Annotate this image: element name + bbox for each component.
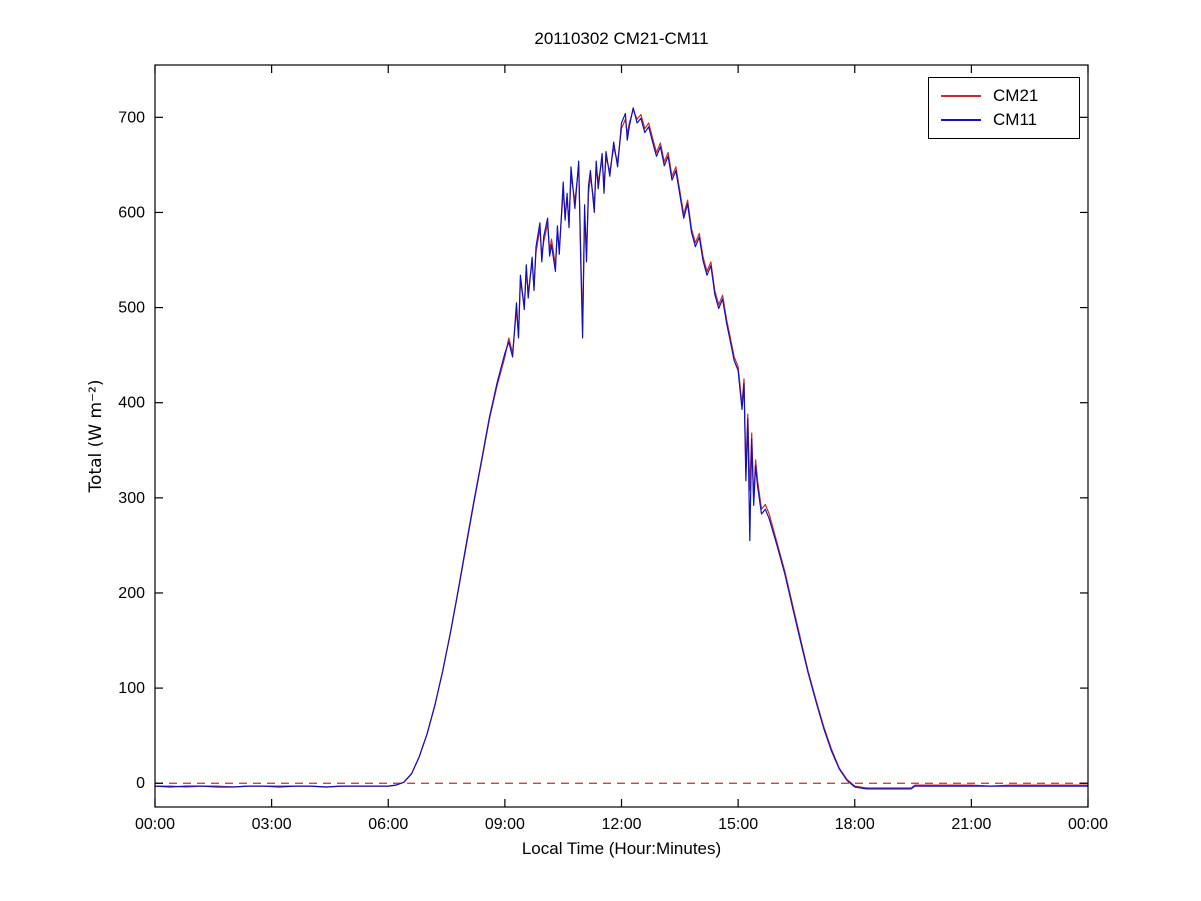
y-tick-label: 500 — [118, 300, 145, 317]
y-tick-label: 400 — [118, 395, 145, 412]
axes-box — [154, 64, 1089, 808]
x-axis-label: Local Time (Hour:Minutes) — [521, 839, 722, 858]
legend: CM21 CM11 — [928, 77, 1080, 139]
y-tick-label: 0 — [136, 775, 145, 792]
legend-line-swatch — [941, 95, 981, 97]
x-tick-label: 12:00 — [601, 816, 641, 833]
series-line-cm21 — [155, 109, 1088, 789]
x-tick-label: 03:00 — [252, 816, 292, 833]
legend-item: CM21 — [929, 84, 1079, 108]
x-tick-label: 06:00 — [368, 816, 408, 833]
legend-line-swatch — [941, 119, 981, 121]
chart-title: 20110302 CM21-CM11 — [534, 29, 709, 48]
y-tick-label: 600 — [118, 204, 145, 221]
y-tick-label: 300 — [118, 490, 145, 507]
legend-label: CM11 — [993, 110, 1038, 129]
y-tick-label: 100 — [118, 680, 145, 697]
y-tick-label: 200 — [118, 585, 145, 602]
x-tick-label: 09:00 — [485, 816, 525, 833]
legend-label: CM21 — [993, 86, 1039, 105]
x-tick-label: 15:00 — [718, 816, 758, 833]
x-tick-label: 00:00 — [1068, 816, 1108, 833]
y-tick-label: 700 — [118, 109, 145, 126]
x-tick-label: 21:00 — [951, 816, 991, 833]
legend-item: CM11 — [929, 108, 1079, 132]
x-tick-label: 18:00 — [835, 816, 875, 833]
series-line-cm11 — [154, 107, 1088, 790]
x-tick-label: 00:00 — [135, 816, 175, 833]
y-axis-label: Total (W m⁻²) — [86, 379, 106, 493]
